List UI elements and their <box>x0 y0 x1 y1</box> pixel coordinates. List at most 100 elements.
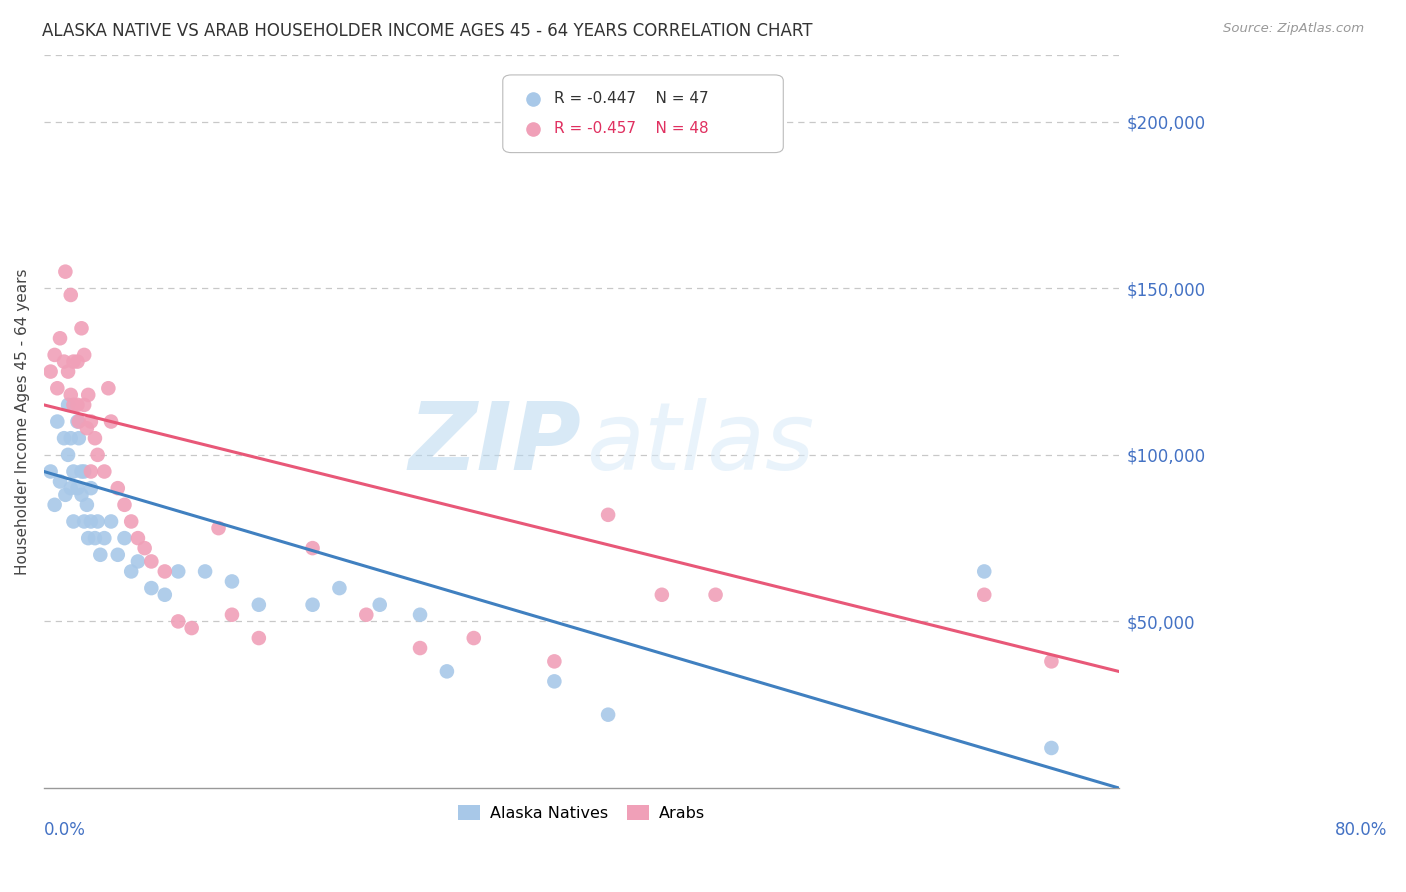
Point <box>66 481 89 495</box>
Point <box>73 348 96 362</box>
Point <box>62 465 84 479</box>
Point <box>328 581 350 595</box>
Point <box>153 565 176 579</box>
Point <box>1040 654 1063 668</box>
Point <box>56 398 79 412</box>
Point <box>93 465 115 479</box>
Point <box>207 521 229 535</box>
Point <box>1040 741 1063 756</box>
Text: ZIP: ZIP <box>408 398 581 490</box>
Point <box>247 631 270 645</box>
Text: Source: ZipAtlas.com: Source: ZipAtlas.com <box>1223 22 1364 36</box>
Point <box>62 354 84 368</box>
Point <box>56 448 79 462</box>
Point <box>598 508 620 522</box>
Point <box>76 421 98 435</box>
Point <box>120 565 142 579</box>
Point <box>44 348 66 362</box>
Text: R = -0.457    N = 48: R = -0.457 N = 48 <box>554 121 709 136</box>
Point <box>100 515 122 529</box>
Point <box>66 354 89 368</box>
Point <box>120 515 142 529</box>
Point <box>44 498 66 512</box>
Point <box>167 565 190 579</box>
Point <box>247 598 270 612</box>
Point <box>93 531 115 545</box>
Point <box>644 780 666 795</box>
FancyBboxPatch shape <box>503 75 783 153</box>
Point <box>80 481 103 495</box>
Point <box>973 565 995 579</box>
Point <box>39 365 62 379</box>
Point <box>59 288 82 302</box>
Point <box>114 498 136 512</box>
Point <box>56 365 79 379</box>
Point <box>194 565 217 579</box>
Point <box>644 780 666 795</box>
Point <box>100 415 122 429</box>
Point <box>59 481 82 495</box>
Point <box>127 554 149 568</box>
Point <box>80 465 103 479</box>
Point <box>80 415 103 429</box>
Point <box>59 431 82 445</box>
Legend: Alaska Natives, Arabs: Alaska Natives, Arabs <box>451 798 711 828</box>
Point <box>973 588 995 602</box>
Point <box>180 621 202 635</box>
Point <box>409 641 432 656</box>
Text: 0.0%: 0.0% <box>44 821 86 839</box>
Point <box>543 654 565 668</box>
Point <box>301 598 323 612</box>
Point <box>84 531 107 545</box>
Text: atlas: atlas <box>586 398 815 489</box>
Point <box>167 615 190 629</box>
Text: 80.0%: 80.0% <box>1334 821 1388 839</box>
Point <box>153 588 176 602</box>
Point <box>67 415 90 429</box>
Point <box>62 515 84 529</box>
Point <box>49 475 72 489</box>
Point <box>70 321 93 335</box>
Point <box>543 674 565 689</box>
Point <box>59 388 82 402</box>
Point <box>53 354 76 368</box>
Point <box>73 465 96 479</box>
Point <box>67 431 90 445</box>
Point <box>598 707 620 722</box>
Point <box>70 465 93 479</box>
Point <box>46 415 69 429</box>
Point <box>73 515 96 529</box>
Point <box>76 498 98 512</box>
Text: ALASKA NATIVE VS ARAB HOUSEHOLDER INCOME AGES 45 - 64 YEARS CORRELATION CHART: ALASKA NATIVE VS ARAB HOUSEHOLDER INCOME… <box>42 22 813 40</box>
Point <box>84 431 107 445</box>
Text: R = -0.447    N = 47: R = -0.447 N = 47 <box>554 91 709 106</box>
Point <box>73 398 96 412</box>
Point <box>39 465 62 479</box>
Y-axis label: Householder Income Ages 45 - 64 years: Householder Income Ages 45 - 64 years <box>15 268 30 574</box>
Point <box>356 607 378 622</box>
Point <box>221 574 243 589</box>
Point <box>70 488 93 502</box>
Point <box>141 554 163 568</box>
Point <box>62 398 84 412</box>
Point <box>107 548 129 562</box>
Point <box>86 515 108 529</box>
Point <box>409 607 432 622</box>
Point <box>134 541 156 555</box>
Point <box>651 588 673 602</box>
Point <box>49 331 72 345</box>
Point <box>141 581 163 595</box>
Point <box>114 531 136 545</box>
Point <box>77 388 100 402</box>
Point <box>463 631 485 645</box>
Point <box>89 548 111 562</box>
Point <box>66 398 89 412</box>
Point <box>368 598 391 612</box>
Point <box>55 265 77 279</box>
Point <box>436 665 458 679</box>
Point <box>107 481 129 495</box>
Point <box>301 541 323 555</box>
Point <box>86 448 108 462</box>
Point <box>80 515 103 529</box>
Point <box>66 415 89 429</box>
